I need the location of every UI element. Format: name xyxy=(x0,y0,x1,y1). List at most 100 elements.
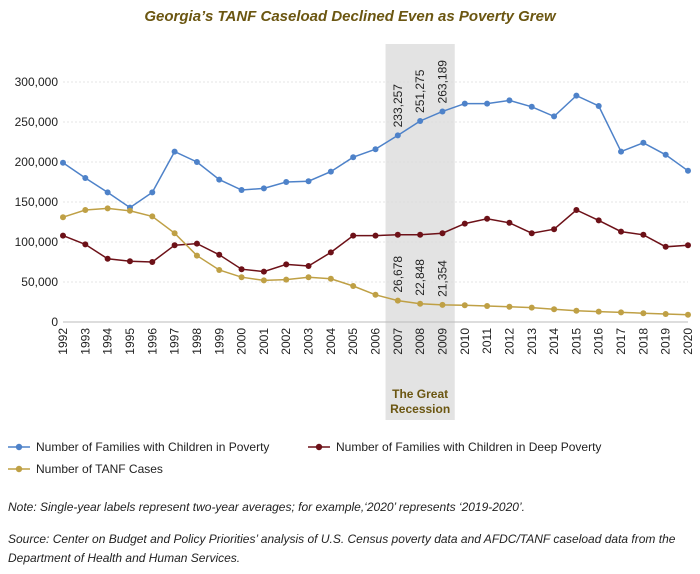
x-tick-label: 2020 xyxy=(681,328,695,355)
data-point-series-1 xyxy=(327,249,334,256)
x-tick-label: 1999 xyxy=(212,328,226,355)
x-tick-label: 2001 xyxy=(257,328,271,355)
x-tick-label: 2012 xyxy=(502,328,516,355)
x-tick-label: 1996 xyxy=(145,328,159,355)
data-point-series-1 xyxy=(283,261,290,268)
data-point-series-2 xyxy=(305,274,312,281)
x-tick-label: 2006 xyxy=(369,328,383,355)
data-point-series-2 xyxy=(394,297,401,304)
data-point-series-2 xyxy=(618,309,625,316)
data-point-series-1 xyxy=(260,268,267,275)
data-point-series-1 xyxy=(394,231,401,238)
data-point-series-0 xyxy=(82,175,89,181)
x-tick-label: 1992 xyxy=(56,328,70,355)
data-point-series-0 xyxy=(662,151,669,158)
data-point-series-0 xyxy=(573,92,580,99)
x-tick-label: 2014 xyxy=(547,328,561,355)
data-point-series-0 xyxy=(685,167,691,174)
data-point-series-2 xyxy=(171,230,178,237)
data-point-series-2 xyxy=(350,283,357,289)
data-point-series-1 xyxy=(439,230,446,237)
chart-title: Georgia’s TANF Caseload Declined Even as… xyxy=(144,8,556,25)
data-point-series-0 xyxy=(439,108,446,115)
data-point-series-0 xyxy=(283,179,290,185)
data-point-series-2 xyxy=(126,207,133,214)
y-tick-label: 150,000 xyxy=(15,195,59,209)
data-point-series-0 xyxy=(528,103,535,110)
data-point-series-2 xyxy=(685,311,691,318)
data-label: 22,848 xyxy=(413,259,427,296)
recession-label-line1: The Great xyxy=(392,387,448,401)
x-tick-label: 2015 xyxy=(569,328,583,355)
data-label: 251,275 xyxy=(413,69,427,113)
chart-source: Source: Center on Budget and Policy Prio… xyxy=(8,532,676,565)
data-point-series-2 xyxy=(193,252,200,259)
legend-item-tanf: Number of TANF Cases xyxy=(8,462,163,476)
data-point-series-0 xyxy=(171,148,178,155)
data-point-series-2 xyxy=(573,307,580,314)
data-point-series-0 xyxy=(551,113,558,120)
data-point-series-1 xyxy=(372,232,379,239)
chart-note: Note: Single-year labels represent two-y… xyxy=(8,500,525,514)
data-point-series-2 xyxy=(662,311,669,317)
y-tick-label: 50,000 xyxy=(21,275,58,289)
x-tick-label: 2005 xyxy=(346,328,360,355)
data-point-series-0 xyxy=(104,189,111,196)
series-line-2 xyxy=(62,207,689,316)
x-tick-label: 2019 xyxy=(659,328,673,355)
data-point-series-1 xyxy=(595,217,602,224)
data-point-series-1 xyxy=(350,232,357,239)
legend: Number of Families with Children in Pove… xyxy=(8,440,698,480)
data-point-series-0 xyxy=(305,178,312,185)
data-point-series-1 xyxy=(193,240,200,247)
legend-item-deep-poverty: Number of Families with Children in Deep… xyxy=(308,440,601,454)
data-point-series-2 xyxy=(439,301,446,308)
x-tick-label: 2010 xyxy=(458,328,472,355)
data-label: 26,678 xyxy=(391,256,405,293)
data-point-series-1 xyxy=(171,242,178,249)
data-point-series-0 xyxy=(216,176,223,183)
y-tick-label: 300,000 xyxy=(15,75,59,89)
data-point-series-2 xyxy=(484,303,491,309)
data-point-series-2 xyxy=(417,300,424,307)
data-point-series-2 xyxy=(528,304,535,311)
data-point-series-0 xyxy=(60,159,66,166)
data-point-series-2 xyxy=(283,276,290,283)
legend-label-poverty: Number of Families with Children in Pove… xyxy=(36,440,270,454)
data-point-series-1 xyxy=(528,230,535,237)
x-tick-label: 2007 xyxy=(391,328,405,355)
data-point-series-2 xyxy=(461,302,468,309)
x-tick-label: 1997 xyxy=(168,328,182,355)
y-tick-label: 250,000 xyxy=(15,115,59,129)
data-point-series-1 xyxy=(216,251,223,258)
data-point-series-2 xyxy=(327,275,334,282)
data-point-series-2 xyxy=(595,308,602,315)
data-point-series-0 xyxy=(238,187,245,193)
legend-label-tanf: Number of TANF Cases xyxy=(36,462,163,476)
x-tick-label: 2011 xyxy=(480,328,494,354)
x-tick-label: 2000 xyxy=(235,328,249,355)
x-tick-label: 2004 xyxy=(324,328,338,355)
data-point-series-2 xyxy=(551,306,558,313)
y-tick-label: 0 xyxy=(51,315,58,329)
x-tick-label: 2017 xyxy=(614,328,628,355)
data-point-series-0 xyxy=(640,139,647,146)
data-point-series-2 xyxy=(260,277,267,284)
y-tick-label: 200,000 xyxy=(15,155,59,169)
data-point-series-0 xyxy=(193,159,200,165)
data-point-series-2 xyxy=(104,205,111,212)
data-point-series-2 xyxy=(372,291,379,298)
data-point-series-2 xyxy=(82,207,89,213)
data-point-series-0 xyxy=(260,185,267,192)
data-point-series-0 xyxy=(484,100,491,107)
legend-label-deep-poverty: Number of Families with Children in Deep… xyxy=(336,440,602,454)
data-label: 21,354 xyxy=(435,260,449,297)
x-tick-label: 2016 xyxy=(592,328,606,355)
data-point-series-0 xyxy=(327,168,334,175)
data-point-series-2 xyxy=(60,214,66,221)
x-tick-label: 2013 xyxy=(525,328,539,355)
data-point-series-1 xyxy=(82,241,89,248)
data-point-series-1 xyxy=(126,258,133,265)
data-point-series-0 xyxy=(595,103,602,109)
